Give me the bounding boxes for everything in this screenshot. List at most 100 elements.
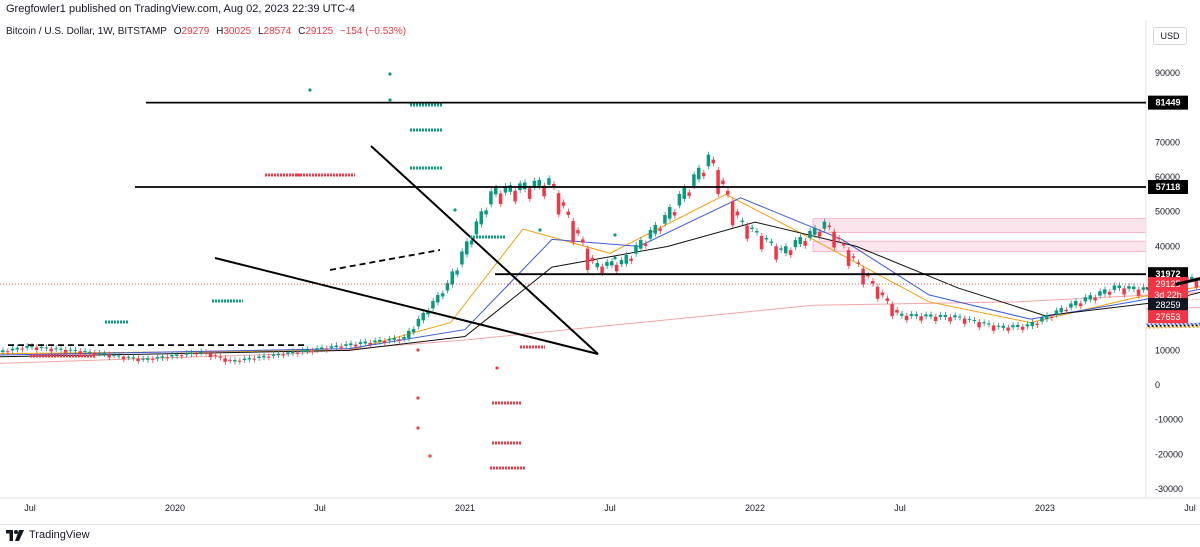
- candle-body: [209, 354, 213, 358]
- candle-body: [890, 304, 894, 316]
- candle-body: [895, 310, 899, 313]
- candle-body: [1040, 317, 1044, 321]
- candle-body: [687, 192, 691, 195]
- candle-body: [194, 353, 198, 354]
- candle-body: [562, 202, 566, 205]
- candle-body: [103, 354, 107, 355]
- candle-body: [320, 348, 324, 350]
- candle-body: [480, 211, 484, 224]
- candle-body: [291, 352, 295, 354]
- candle-body: [199, 351, 203, 352]
- candle-body: [600, 267, 604, 273]
- signal-dot: [388, 72, 391, 75]
- resistance-zone: [813, 219, 1200, 233]
- candle-body: [301, 350, 305, 352]
- candle-body: [924, 314, 928, 316]
- candle-body: [610, 261, 614, 265]
- candle-body: [69, 350, 73, 351]
- candle-body: [344, 344, 348, 346]
- candle-body: [243, 359, 247, 360]
- candle-body: [1195, 280, 1199, 287]
- candle-body: [20, 349, 24, 350]
- candle-body: [223, 358, 227, 362]
- candle-body: [992, 326, 996, 331]
- brand-name: TradingView: [29, 529, 90, 541]
- candle-body: [1103, 289, 1107, 293]
- ma-price-label: 28259: [1155, 300, 1180, 310]
- x-tick-label: Jul: [894, 503, 906, 513]
- candle-body: [296, 352, 300, 353]
- candle-body: [1060, 308, 1064, 312]
- signal-dot: [538, 228, 541, 231]
- candle-body: [1069, 304, 1073, 308]
- candle-body: [354, 345, 358, 347]
- candle-body: [1093, 298, 1097, 301]
- wedge-apex: [300, 146, 371, 178]
- candle-body: [156, 357, 160, 358]
- candle-body: [49, 349, 53, 352]
- candle-body: [929, 315, 933, 317]
- candle-body: [315, 348, 319, 350]
- signal-dot: [308, 88, 311, 91]
- candle-body: [639, 240, 643, 249]
- candle-body: [281, 355, 285, 356]
- candle-body: [436, 295, 440, 302]
- price-scale-area: [1146, 20, 1200, 498]
- candle-body: [499, 193, 503, 204]
- candle-body: [219, 357, 223, 358]
- candle-body: [654, 225, 658, 234]
- candle-body: [731, 201, 735, 225]
- candle-body: [750, 228, 754, 229]
- candle-body: [252, 359, 256, 360]
- candle-body: [175, 355, 179, 356]
- candle-body: [83, 351, 87, 352]
- currency-button[interactable]: USD: [1153, 27, 1187, 45]
- candle-body: [441, 293, 445, 296]
- candle-body: [238, 361, 242, 362]
- candle-body: [1, 350, 5, 352]
- candle-body: [852, 256, 856, 257]
- candle-body: [1021, 327, 1024, 330]
- candle-body: [460, 251, 464, 264]
- candle-body: [122, 357, 126, 360]
- publication-header: Gregfowler1 published on TradingView.com…: [0, 0, 1200, 20]
- x-tick-label: 2022: [745, 503, 765, 513]
- candle-body: [861, 269, 865, 285]
- signal-dot: [428, 454, 431, 457]
- candle-body: [987, 323, 991, 324]
- candle-body: [683, 187, 687, 199]
- candle-body: [755, 231, 759, 232]
- candle-body: [30, 346, 34, 347]
- candle-body: [629, 259, 633, 261]
- candle-body: [272, 355, 276, 356]
- candle-body: [770, 241, 774, 242]
- y-tick-label: -30000: [1155, 484, 1183, 494]
- brand[interactable]: TradingView: [6, 529, 90, 541]
- legend-close: 29125: [305, 26, 333, 37]
- x-tick-label: 2020: [165, 503, 185, 513]
- x-tick-label: Jul: [604, 503, 616, 513]
- candle-body: [267, 357, 271, 358]
- candle-body: [837, 238, 841, 239]
- x-tick-label: 2021: [455, 503, 475, 513]
- candle-body: [934, 317, 938, 321]
- signal-dot: [453, 208, 456, 211]
- candle-body: [779, 248, 783, 249]
- candle-body: [339, 346, 343, 347]
- candle-body: [185, 353, 189, 354]
- resistance-zone: [813, 241, 1200, 251]
- chart-svg[interactable]: 9000070000600005000040000100000-10000-20…: [0, 20, 1200, 524]
- symbol-legend: Bitcoin / U.S. Dollar, 1W, BITSTAMP O292…: [6, 26, 406, 37]
- candle-body: [451, 271, 455, 284]
- candle-body: [397, 339, 401, 341]
- candle-body: [359, 342, 363, 344]
- candle-body: [678, 194, 682, 206]
- candle-body: [112, 355, 116, 356]
- candle-body: [741, 221, 745, 222]
- y-tick-label: -20000: [1155, 449, 1183, 459]
- candle-body: [35, 347, 39, 350]
- candle-body: [330, 346, 334, 348]
- legend-open-label: O: [174, 26, 182, 37]
- candle-body: [233, 360, 237, 361]
